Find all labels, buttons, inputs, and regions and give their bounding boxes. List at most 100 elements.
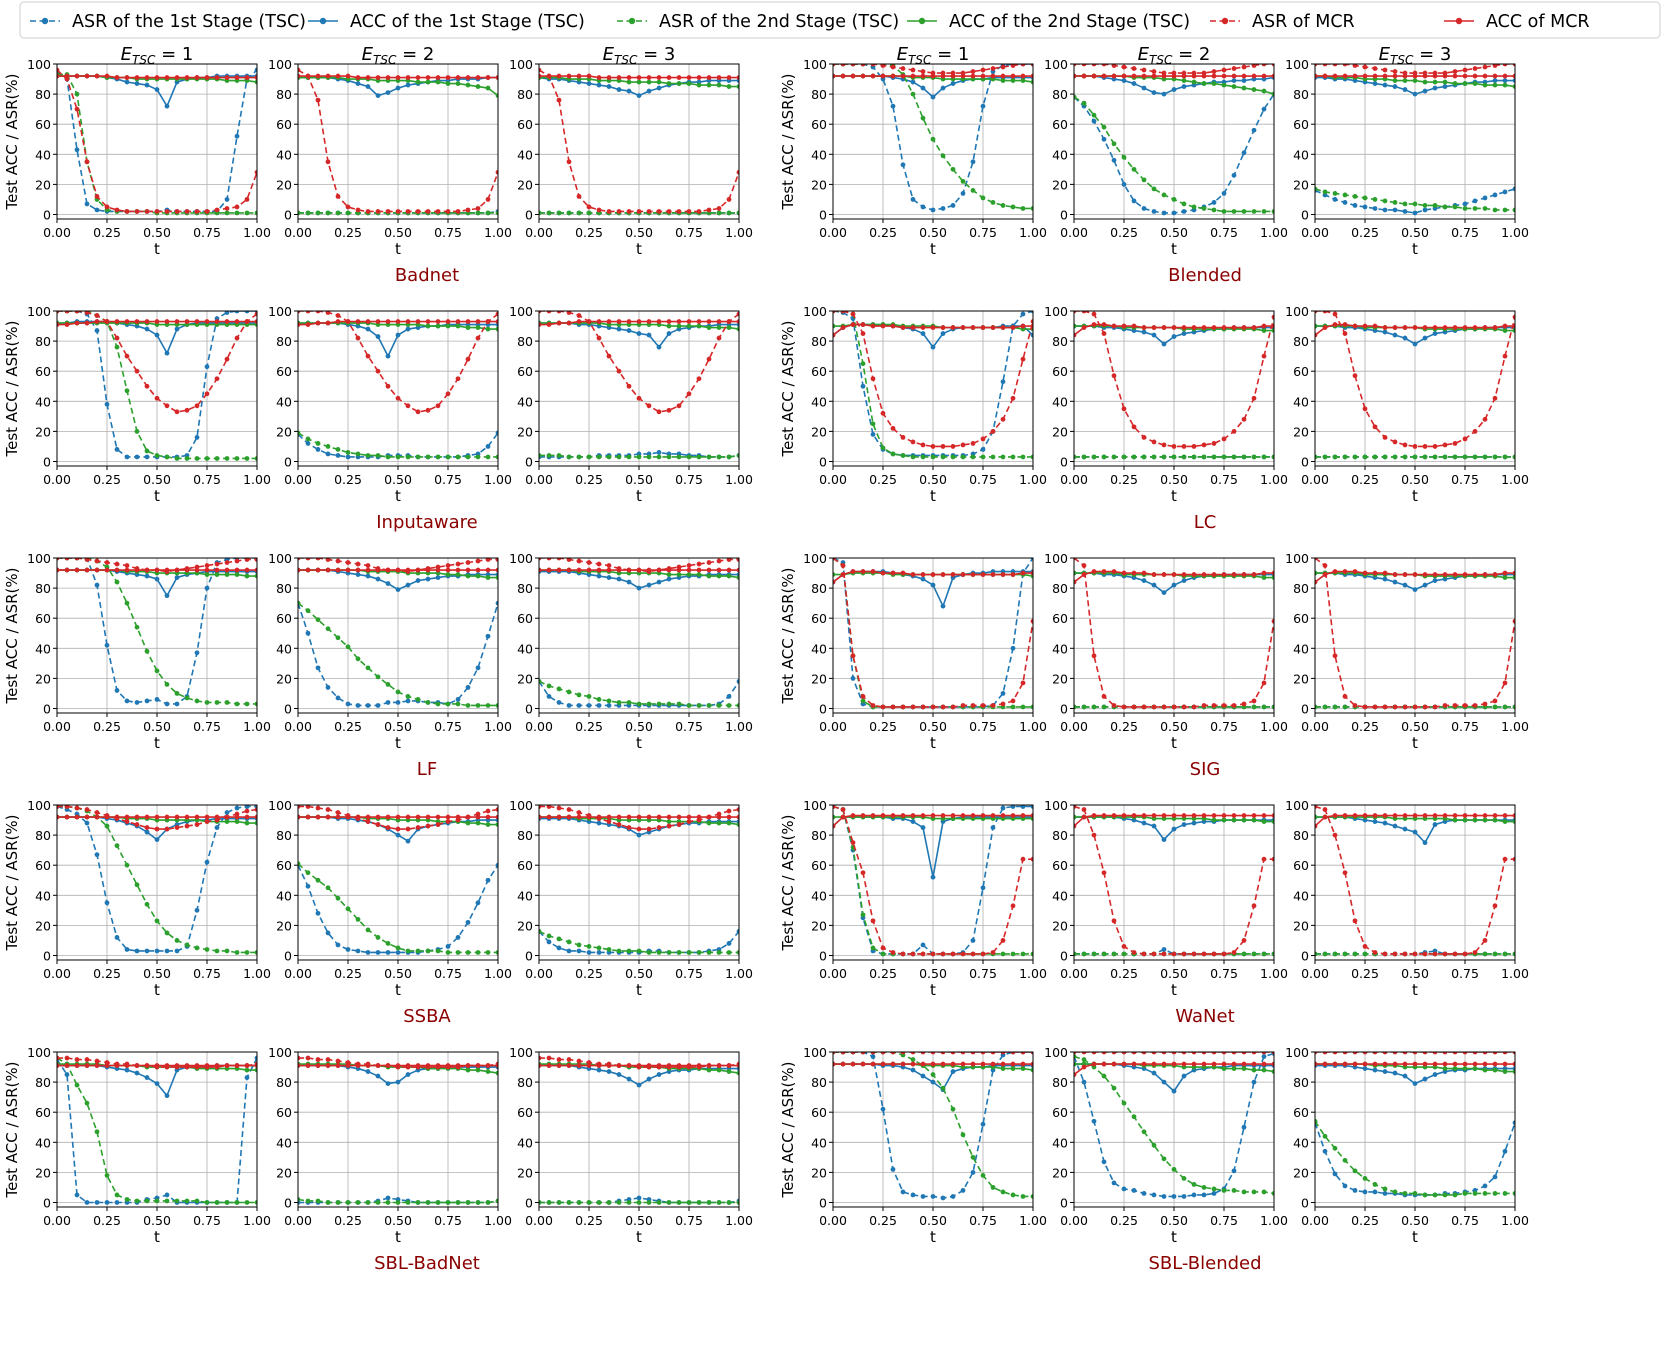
data-point-asr1 xyxy=(375,950,381,955)
data-point-acc2 xyxy=(1191,79,1197,85)
data-point-accm xyxy=(1161,73,1167,79)
column-header-subscript: TSC xyxy=(132,53,156,67)
data-point-asr2 xyxy=(325,444,331,449)
data-point-asrm xyxy=(1492,903,1498,909)
x-tick-label: 1.00 xyxy=(243,719,271,734)
data-point-accm xyxy=(345,319,351,324)
data-point-asrm xyxy=(833,558,836,561)
data-point-accm xyxy=(970,73,976,79)
y-tick-label: 0 xyxy=(525,207,533,222)
data-point-asr2 xyxy=(880,445,886,451)
data-point-asr2 xyxy=(860,912,866,918)
data-point-asr2 xyxy=(124,600,130,606)
data-point-accm xyxy=(425,319,431,324)
x-tick-label: 0.75 xyxy=(1210,966,1238,981)
data-point-asr1 xyxy=(1030,311,1033,314)
data-point-asrm xyxy=(57,311,60,314)
series-layer xyxy=(539,67,739,216)
data-point-acc1 xyxy=(1181,331,1187,336)
y-tick-label: 20 xyxy=(517,918,533,933)
data-point-asrm xyxy=(1432,444,1438,449)
data-point-asr2 xyxy=(970,188,976,193)
data-point-asr2 xyxy=(84,1100,90,1106)
x-tick-label: 1.00 xyxy=(243,225,271,240)
data-point-asr2 xyxy=(1074,454,1077,460)
data-point-asr2 xyxy=(475,703,481,708)
data-point-accm xyxy=(900,570,906,576)
y-tick-label: 0 xyxy=(525,701,533,716)
data-point-accm xyxy=(890,1061,896,1067)
data-point-asrm xyxy=(1342,331,1348,336)
data-point-accm xyxy=(154,567,160,573)
data-point-asr2 xyxy=(636,701,642,707)
data-point-accm xyxy=(900,1061,906,1067)
data-point-asrm xyxy=(1332,653,1338,659)
data-point-asrm xyxy=(164,403,170,409)
data-point-asrm xyxy=(298,67,301,73)
data-point-accm xyxy=(194,814,200,820)
data-point-asr2 xyxy=(546,933,552,939)
data-point-asrm xyxy=(1221,67,1227,73)
data-point-asr2 xyxy=(1382,198,1388,204)
data-point-asr2 xyxy=(325,885,331,891)
data-point-asrm xyxy=(1502,64,1508,67)
y-tick-label: 40 xyxy=(517,1135,533,1150)
data-point-accm xyxy=(980,813,986,818)
data-point-acc1 xyxy=(365,573,371,579)
data-point-asrm xyxy=(94,810,100,815)
x-tick-label: 0.75 xyxy=(434,225,462,240)
data-point-accm xyxy=(596,814,602,820)
x-tick-label: 0.25 xyxy=(334,472,362,487)
data-point-asrm xyxy=(1074,311,1077,314)
data-point-asrm xyxy=(736,311,739,317)
data-point-asrm xyxy=(1315,558,1318,561)
data-point-asrm xyxy=(1512,856,1515,862)
data-point-asrm xyxy=(395,826,401,832)
data-point-acc2 xyxy=(1000,78,1006,83)
data-point-asrm xyxy=(1211,69,1217,74)
data-point-acc1 xyxy=(626,328,632,333)
data-point-asrm xyxy=(57,558,60,561)
data-point-asrm xyxy=(940,444,946,449)
data-point-asr2 xyxy=(1030,206,1033,211)
data-point-asrm xyxy=(1322,311,1328,314)
data-point-accm xyxy=(686,814,692,820)
data-point-asrm xyxy=(930,951,936,957)
y-tick-label: 40 xyxy=(276,641,292,656)
data-point-accm xyxy=(696,75,702,80)
data-point-accm xyxy=(1020,813,1026,818)
y-tick-label: 40 xyxy=(35,147,51,162)
y-tick-label: 20 xyxy=(1293,177,1309,192)
data-point-accm xyxy=(224,567,230,573)
data-point-asrm xyxy=(1010,64,1016,68)
data-point-accm xyxy=(1221,73,1227,79)
data-point-asr2 xyxy=(1352,951,1358,957)
data-point-asrm xyxy=(325,311,331,315)
data-point-asr1 xyxy=(94,1200,100,1205)
data-point-acc1 xyxy=(1372,819,1378,824)
data-point-accm xyxy=(576,73,582,79)
data-point-asrm xyxy=(1402,442,1408,448)
data-point-asr2 xyxy=(726,210,732,216)
data-point-acc2 xyxy=(1412,78,1418,83)
data-point-accm xyxy=(375,319,381,324)
data-point-accm xyxy=(1362,73,1368,79)
x-tick-label: 0.00 xyxy=(43,225,71,240)
data-point-accm xyxy=(870,73,876,79)
data-point-asr2 xyxy=(539,929,542,934)
data-point-asr2 xyxy=(315,877,321,883)
data-point-asr1 xyxy=(596,703,602,708)
data-point-asrm xyxy=(840,807,846,812)
data-point-accm xyxy=(1161,325,1167,330)
data-point-asr2 xyxy=(1342,704,1348,710)
series-line-asrm xyxy=(57,558,257,573)
y-tick-label: 100 xyxy=(1044,551,1068,566)
data-point-asrm xyxy=(1452,69,1458,74)
data-point-accm xyxy=(880,323,886,329)
x-tick-label: 0.25 xyxy=(334,719,362,734)
data-point-asrm xyxy=(860,694,866,699)
data-point-asrm xyxy=(1271,618,1274,624)
x-tick-label: 0.50 xyxy=(143,1213,171,1228)
data-point-acc2 xyxy=(1472,817,1478,823)
